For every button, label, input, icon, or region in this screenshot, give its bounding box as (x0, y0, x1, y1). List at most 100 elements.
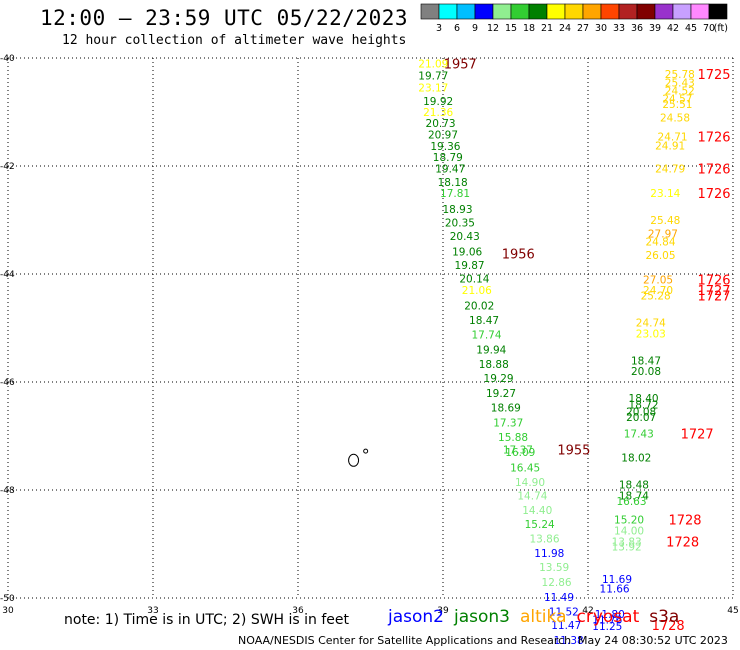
pass-time-label: 1957 (444, 57, 477, 72)
x-tick-label: 36 (292, 606, 304, 616)
satellite-legend-item: cryosat (576, 607, 640, 627)
wave-height-point: 27.05 (643, 274, 673, 286)
y-tick-label: -46 (0, 378, 15, 388)
satellite-legend-item: jason3 (454, 607, 510, 627)
wave-height-point: 16.45 (510, 462, 540, 474)
satellite-legend-item: s3a (649, 607, 680, 627)
scale-tick-label: 6 (454, 23, 460, 34)
scale-tick-label: 3 (436, 23, 442, 34)
wave-height-point: 17.74 (471, 329, 501, 341)
wave-height-point: 14.90 (515, 477, 545, 489)
wave-height-point: 11.66 (600, 583, 630, 595)
y-tick-label: -42 (0, 162, 15, 172)
wave-height-point: 18.48 (619, 480, 649, 492)
wave-height-point: 18.93 (442, 204, 472, 216)
wave-height-point: 11.76 (592, 615, 622, 627)
wave-height-point: 13.86 (529, 534, 559, 546)
wave-height-point: 20.97 (428, 130, 458, 142)
wave-height-point: 18.74 (619, 490, 649, 502)
wave-height-point: 11.25 (592, 621, 622, 633)
wave-height-point: 19.27 (486, 388, 516, 400)
wave-height-point: 11.49 (544, 592, 574, 604)
wave-height-point: 16.09 (505, 447, 535, 459)
wave-height-point: 14.00 (614, 526, 644, 538)
credit-text: NOAA/NESDIS Center for Satellite Applica… (238, 634, 572, 647)
wave-height-point: 24.71 (658, 131, 688, 143)
wave-height-point: 20.43 (450, 231, 480, 243)
chart-title: 12:00 – 23:59 UTC 05/22/2023 (40, 6, 409, 30)
wave-height-point: 11.47 (551, 620, 581, 632)
wave-height-point: 18.47 (631, 355, 661, 367)
wave-height-point: 11.69 (602, 574, 632, 586)
wave-height-point: 18.72 (629, 400, 659, 412)
pass-time-label: 1727 (681, 427, 714, 442)
note-text: note: 1) Time is in UTC; 2) SWH is in fe… (64, 612, 350, 628)
wave-height-point: 13.59 (539, 562, 569, 574)
wave-height-point: 18.79 (433, 152, 463, 164)
wave-height-point: 24.52 (665, 85, 695, 97)
pass-time-label: 1727 (697, 290, 730, 305)
wave-height-point: 11.98 (534, 548, 564, 560)
wave-height-point: 18.40 (629, 393, 659, 405)
scale-tick-label: 18 (523, 23, 535, 34)
pass-time-label: 1726 (697, 187, 730, 202)
scale-tick-label: 30 (595, 23, 607, 34)
scale-tick-label: 12 (487, 23, 499, 34)
wave-height-point: 24.58 (660, 112, 690, 124)
wave-height-point: 25.78 (665, 69, 695, 81)
wave-height-point: 11.80 (595, 609, 625, 621)
wave-height-point: 17.37 (503, 445, 533, 457)
scale-tick-label: 21 (541, 23, 553, 34)
wave-height-point: 26.05 (645, 250, 675, 262)
wave-height-point: 18.18 (438, 177, 468, 189)
wave-height-point: 20.07 (626, 412, 656, 424)
wave-height-point: 20.35 (445, 218, 475, 230)
wave-height-point: 17.81 (440, 188, 470, 200)
wave-height-point: 19.87 (455, 260, 485, 272)
wave-height-point: 24.79 (655, 164, 685, 176)
wave-height-point: 17.43 (624, 428, 654, 440)
scale-tick-label: 15 (505, 23, 517, 34)
wave-height-point: 21.06 (462, 285, 492, 297)
x-tick-label: 45 (727, 606, 738, 616)
wave-height-point: 19.36 (430, 141, 460, 153)
wave-height-point: 19.29 (484, 373, 514, 385)
wave-height-point: 20.02 (464, 300, 494, 312)
y-tick-label: -40 (0, 54, 15, 64)
wave-height-point: 21.36 (423, 107, 453, 119)
x-tick-label: 30 (2, 606, 14, 616)
wave-height-point: 15.24 (525, 519, 555, 531)
wave-height-point: 21.09 (418, 58, 448, 70)
timestamp-text: May 24 08:30:52 UTC 2023 (578, 634, 728, 647)
wave-height-point: 20.14 (459, 273, 489, 285)
wave-height-color-scale: 3 6 9 12 15 18 21 24 27 30 33 36 39 42 45 70(ft) (420, 3, 728, 34)
x-tick-label: 33 (147, 606, 158, 616)
wave-height-point: 24.84 (645, 237, 675, 249)
wave-height-point: 18.02 (621, 453, 651, 465)
wave-height-point: 16.63 (616, 496, 646, 508)
y-tick-label: -50 (0, 594, 15, 604)
wave-height-point: 24.91 (655, 140, 685, 152)
wave-height-point: 24.57 (662, 94, 692, 106)
island-outline (363, 448, 369, 454)
scale-tick-label: 24 (559, 23, 571, 34)
wave-height-point: 19.47 (435, 164, 465, 176)
wave-height-point: 20.08 (631, 366, 661, 378)
wave-height-point: 19.06 (452, 246, 482, 258)
scale-tick-label: 42 (667, 23, 679, 34)
wave-height-point: 27.97 (648, 229, 678, 241)
satellite-legend-item: jason2 (388, 607, 444, 627)
pass-time-label: 1726 (697, 163, 730, 178)
wave-height-point: 18.47 (469, 315, 499, 327)
wave-height-point: 23.17 (418, 83, 448, 95)
wave-height-point: 13.92 (612, 542, 642, 554)
wave-height-point: 15.88 (498, 432, 528, 444)
island-outline (348, 453, 360, 467)
wave-height-point: 19.94 (476, 345, 506, 357)
wave-height-point: 13.83 (612, 536, 642, 548)
wave-height-point: 23.14 (650, 188, 680, 200)
wave-height-point: 19.92 (423, 96, 453, 108)
chart-subtitle: 12 hour collection of altimeter wave hei… (62, 33, 407, 48)
x-tick-label: 42 (582, 606, 593, 616)
wave-height-point: 12.86 (542, 577, 572, 589)
